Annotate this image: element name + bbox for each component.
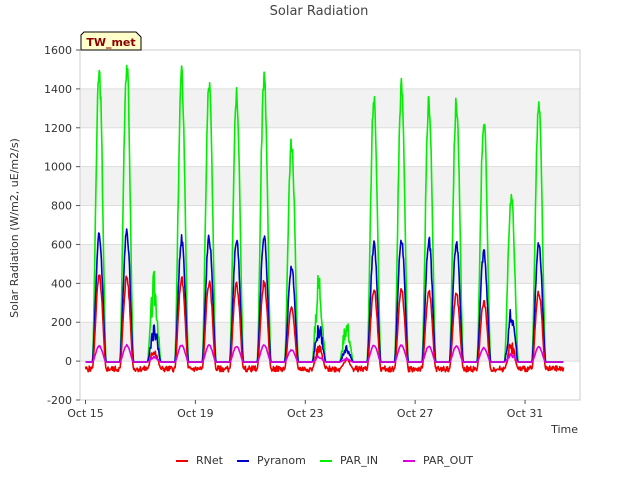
legend-label: RNet (196, 454, 224, 467)
series-layer (84, 64, 565, 373)
grid-band (80, 322, 580, 362)
x-tick-label: Oct 19 (177, 407, 214, 420)
grid-band (80, 88, 580, 128)
plot-frame (79, 49, 581, 401)
legend-item-rnet: RNet (176, 454, 224, 467)
legend-label: PAR_OUT (423, 454, 473, 467)
legend-label: PAR_IN (340, 454, 378, 467)
background-bands (80, 49, 580, 401)
y-axis: -200 0 200 400 600 800 1000 1200 1400 1600 (44, 44, 80, 407)
chart-title: Solar Radiation (270, 4, 369, 19)
station-badge: TW_met (80, 31, 142, 51)
x-axis-label: Time (550, 423, 578, 436)
y-tick-label: 200 (51, 316, 72, 329)
x-tick-label: Oct 15 (67, 407, 104, 420)
x-axis: Oct 15 Oct 19 Oct 23 Oct 27 Oct 31 (67, 400, 543, 420)
y-tick-label: 1000 (44, 161, 72, 174)
y-tick-label: 800 (51, 200, 72, 213)
series-line-rnet (84, 274, 565, 373)
series-line-par-out (85, 343, 564, 363)
y-tick-label: 600 (51, 238, 72, 251)
y-tick-label: 1200 (44, 122, 72, 135)
x-tick-label: Oct 27 (397, 407, 434, 420)
grid-band (80, 244, 580, 284)
y-tick-label: -200 (47, 394, 72, 407)
y-tick-label: 400 (51, 277, 72, 290)
legend-item-par-out: PAR_OUT (403, 454, 473, 467)
station-badge-label: TW_met (86, 36, 135, 49)
legend-label: Pyranom (257, 454, 306, 467)
y-axis-label: Solar Radiation (W/m2, uE/m2/s) (8, 138, 21, 318)
grid-band (80, 166, 580, 206)
x-tick-label: Oct 23 (287, 407, 324, 420)
legend-item-par-in: PAR_IN (320, 454, 378, 467)
y-tick-label: 1400 (44, 83, 72, 96)
x-tick-label: Oct 31 (507, 407, 544, 420)
legend-item-pyranom: Pyranom (237, 454, 306, 467)
y-tick-label: 0 (65, 355, 72, 368)
station-badge-box (80, 31, 142, 51)
y-tick-label: 1600 (44, 44, 72, 57)
legend: RNet Pyranom PAR_IN PAR_OUT (176, 454, 473, 467)
